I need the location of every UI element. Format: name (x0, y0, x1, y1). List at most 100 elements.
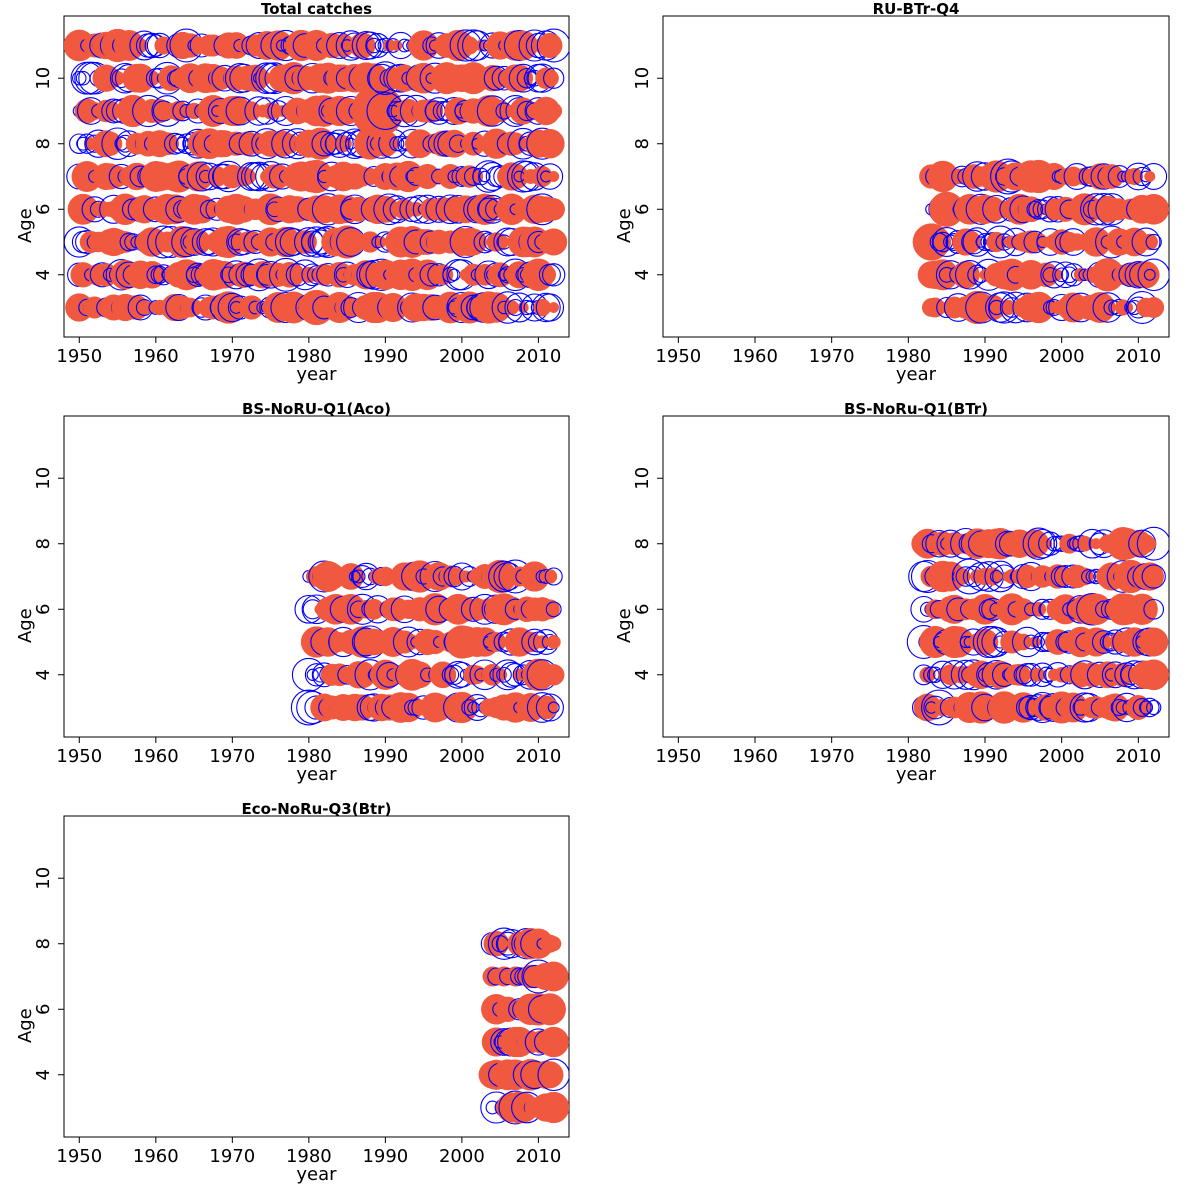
x-tick-label: 2000 (439, 346, 485, 367)
y-tick-label: 8 (632, 138, 653, 149)
y-axis: 4 6 8 10 Age (15, 867, 65, 1080)
x-tick-label: 1990 (362, 346, 408, 367)
bubble-layer (64, 28, 569, 326)
y-axis: 4 6 8 10 Age (614, 467, 664, 680)
bubble-negative (351, 569, 366, 584)
panel-title: BS-NoRu-Q1(BTr) (844, 400, 988, 418)
bubble-negative (535, 293, 565, 322)
x-axis-label: year (296, 364, 337, 385)
bubble-positive (548, 1003, 560, 1015)
x-tick-label: 1970 (209, 1146, 255, 1167)
y-tick-label: 4 (33, 1069, 54, 1080)
bubble-negative (461, 699, 478, 716)
panel-4: BS-NoRu-Q1(BTr) 1950 1960 1970 1980 1990 2000 2… (614, 400, 1170, 785)
bubble-positive (391, 39, 403, 52)
x-axis-label: year (296, 1164, 337, 1185)
bubble-positive (532, 571, 544, 582)
x-tick-label: 1960 (133, 746, 179, 767)
bubble-positive (1141, 233, 1159, 251)
bubble-negative (306, 668, 319, 681)
x-tick-label: 1950 (56, 346, 102, 367)
bubble-positive (538, 1091, 569, 1124)
y-tick-label: 6 (632, 604, 653, 615)
bubble-negative (1081, 569, 1096, 584)
bubble-negative (1140, 163, 1168, 190)
bubble-positive (538, 961, 569, 992)
x-axis: 1950 1960 1970 1980 1990 2000 2010 year (56, 1136, 561, 1185)
bubble-negative (1138, 700, 1154, 715)
bubble-negative (1040, 261, 1068, 289)
panel-title: Eco-NoRu-Q3(Btr) (242, 800, 392, 818)
y-axis: 4 6 8 10 Age (15, 467, 65, 680)
x-tick-label: 1950 (56, 1146, 102, 1167)
bubble-positive (545, 102, 563, 120)
x-tick-label: 2000 (1039, 346, 1085, 367)
bubble-negative (1011, 626, 1043, 658)
y-tick-label: 6 (33, 204, 54, 215)
bubble-positive (1135, 562, 1164, 591)
x-tick-label: 1980 (885, 746, 931, 767)
x-tick-label: 1960 (133, 1146, 179, 1167)
bubble-negative (1143, 598, 1165, 620)
bubble-negative (536, 28, 569, 63)
y-tick-label: 10 (33, 67, 54, 90)
bubble-negative (1026, 200, 1044, 218)
panel-3: BS-NoRU-Q1(Aco) 1950 1960 1970 1980 1990 2000 2… (15, 400, 570, 785)
x-tick-label: 1970 (809, 346, 855, 367)
x-tick-label: 1990 (362, 1146, 408, 1167)
bubble-negative (1054, 267, 1070, 283)
bubble-positive (546, 936, 562, 952)
bubble-positive (504, 300, 520, 315)
bubble-negative (535, 693, 564, 722)
bubble-positive (254, 70, 271, 87)
x-tick-label: 1960 (732, 346, 778, 367)
x-tick-label: 2010 (515, 346, 561, 367)
x-tick-label: 1950 (655, 346, 701, 367)
x-axis-label: year (896, 364, 937, 385)
x-tick-label: 1980 (286, 346, 332, 367)
x-tick-label: 1970 (809, 746, 855, 767)
bubble-positive (542, 198, 565, 221)
panel-2: RU-BTr-Q4 1950 1960 1970 1980 1990 2000 2010 yea… (614, 0, 1170, 385)
x-tick-label: 2000 (439, 1146, 485, 1167)
bubble-negative (351, 30, 381, 61)
y-axis-label: Age (614, 608, 635, 643)
y-tick-label: 6 (632, 204, 653, 215)
bubble-negative (72, 70, 87, 86)
bubble-negative (479, 170, 491, 183)
bubble-positive (546, 136, 561, 151)
panel-5: Eco-NoRu-Q3(Btr) 1950 1960 1970 1980 1990 2000… (15, 800, 570, 1185)
x-axis: 1950 1960 1970 1980 1990 2000 2010 year (56, 736, 561, 785)
x-axis: 1950 1960 1970 1980 1990 2000 2010 year (655, 336, 1161, 385)
bubble-negative (1137, 258, 1169, 292)
bubble-negative (1143, 268, 1156, 281)
bubble-positive (1143, 537, 1157, 551)
bubble-positive (1125, 167, 1144, 186)
x-tick-label: 1950 (56, 746, 102, 767)
bubble-layer (906, 526, 1169, 726)
x-tick-label: 2010 (515, 746, 561, 767)
panel-title: RU-BTr-Q4 (873, 0, 960, 18)
x-tick-label: 2000 (439, 746, 485, 767)
bubble-negative (531, 292, 561, 323)
bubble-negative (543, 67, 565, 89)
bubble-negative (536, 163, 564, 190)
bubble-negative (1145, 233, 1162, 251)
y-tick-label: 10 (632, 467, 653, 490)
y-axis-label: Age (614, 208, 635, 243)
bubble-negative (1136, 526, 1169, 561)
y-tick-label: 4 (33, 669, 54, 680)
bubble-positive (163, 135, 180, 152)
y-tick-label: 8 (33, 938, 54, 949)
panel-1: Total catches 1950 1960 1970 1980 1990 2000 201… (15, 0, 570, 385)
bubble-negative (496, 666, 512, 683)
y-tick-label: 10 (33, 867, 54, 890)
x-axis: 1950 1960 1970 1980 1990 2000 2010 year (56, 336, 561, 385)
y-tick-label: 10 (632, 67, 653, 90)
x-tick-label: 2000 (1039, 746, 1085, 767)
x-tick-label: 1990 (362, 746, 408, 767)
y-tick-label: 6 (33, 604, 54, 615)
bubble-positive (540, 69, 559, 88)
y-tick-label: 8 (632, 538, 653, 549)
x-tick-label: 1980 (286, 746, 332, 767)
